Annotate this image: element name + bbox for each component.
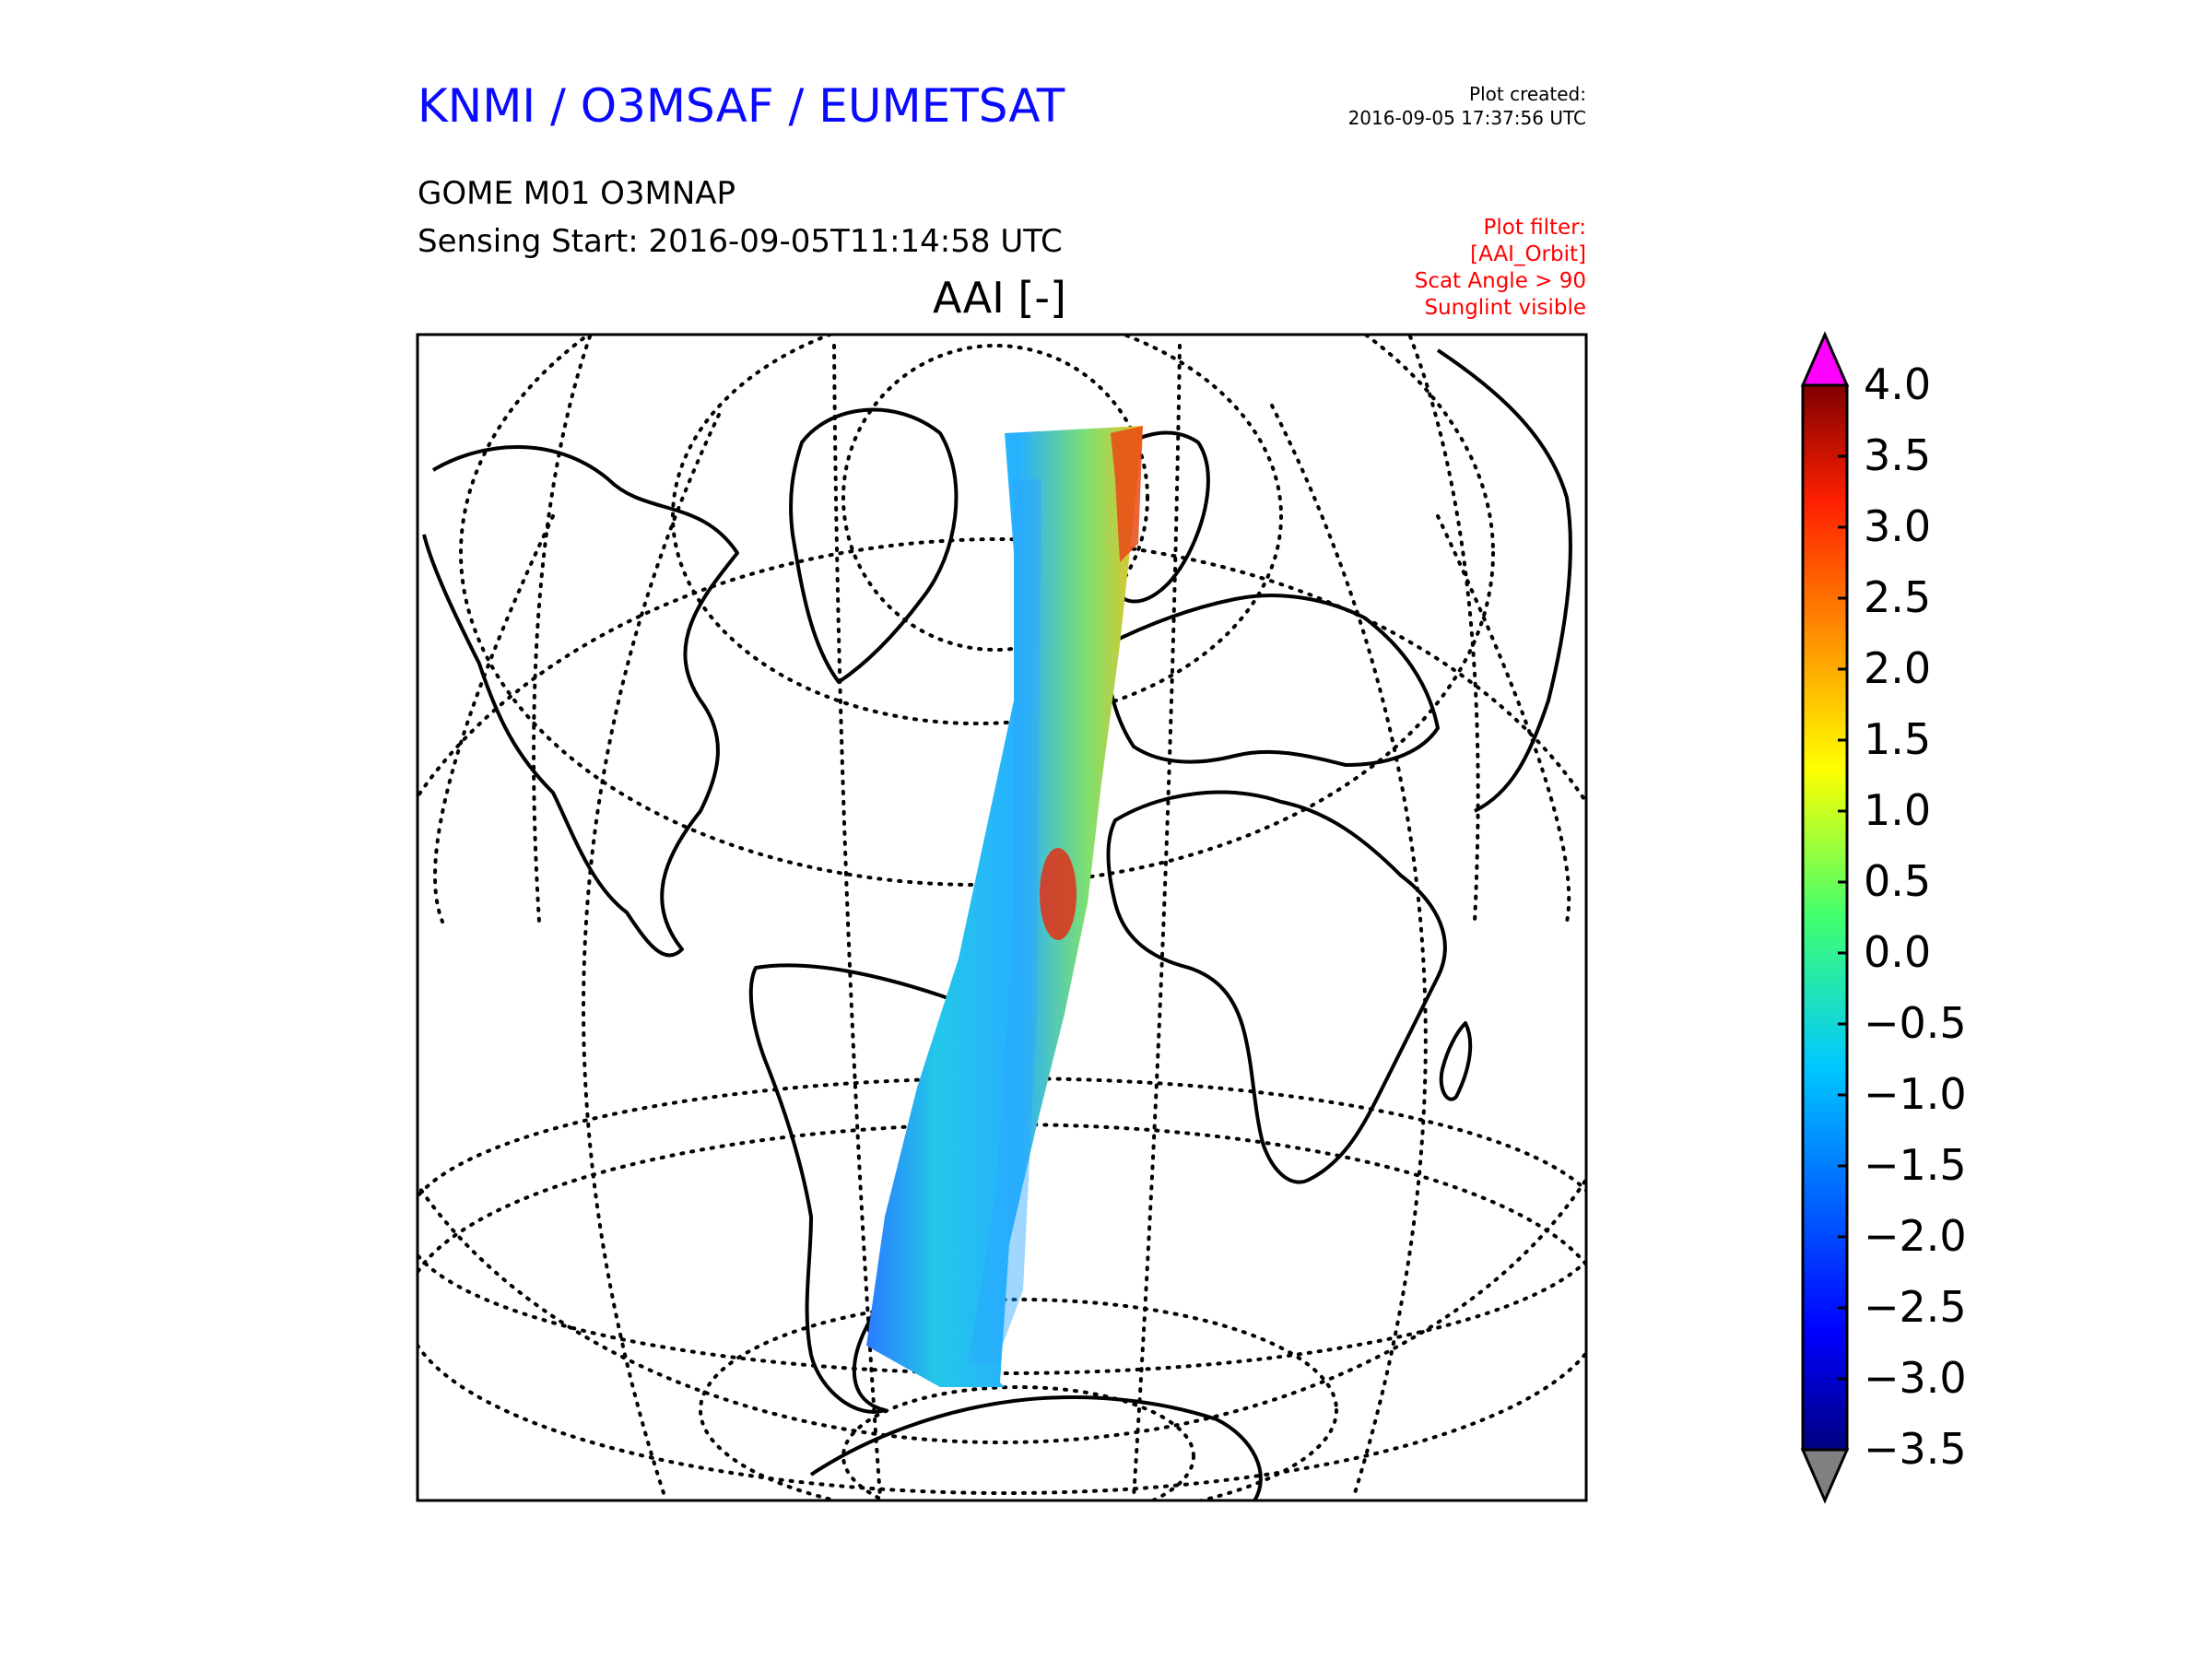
plot-created-time: 2016-09-05 17:37:56 UTC	[1347, 107, 1586, 129]
north-america-coast	[422, 445, 739, 958]
colorbar-tick-label: 0.0	[1864, 927, 1932, 977]
colorbar-tick-label: −1.0	[1864, 1069, 1967, 1119]
map-frame	[416, 333, 1588, 1502]
colorbar-over-arrow	[1800, 331, 1850, 387]
colorbar-tick-label: −1.5	[1864, 1140, 1967, 1190]
colorbar-tick-label: 4.0	[1864, 359, 1932, 409]
colorbar	[1800, 331, 1850, 1504]
europe-coast	[1104, 594, 1440, 767]
colorbar-tick-label: 1.0	[1864, 785, 1932, 835]
plot-filter-line: [AAI_Orbit]	[1470, 242, 1586, 266]
colorbar-tick-label: −2.0	[1864, 1211, 1967, 1261]
plot-created-label: Plot created:	[1469, 83, 1586, 105]
colorbar-tick-label: −3.5	[1864, 1424, 1967, 1474]
madagascar-coast	[1439, 1021, 1473, 1101]
plot-filter-line: Sunglint visible	[1424, 296, 1586, 320]
antarctica-coast	[809, 1395, 1263, 1500]
africa-coast	[1106, 790, 1447, 1184]
map-title: AAI [-]	[933, 273, 1066, 323]
plot-filter-line: Plot filter:	[1483, 216, 1586, 240]
sensing-start-label: Sensing Start: 2016-09-05T11:14:58 UTC	[418, 223, 1063, 260]
colorbar-under-arrow	[1800, 1448, 1850, 1504]
colorbar-tick-label: −3.0	[1864, 1353, 1967, 1403]
colorbar-tick-label: 0.5	[1864, 856, 1932, 906]
organization-title: KNMI / O3MSAF / EUMETSAT	[418, 79, 1065, 133]
graticule	[418, 335, 1586, 1500]
plot-filter-line: Scat Angle > 90	[1414, 269, 1586, 293]
colorbar-tick-label: 3.0	[1864, 501, 1932, 551]
colorbar-tick-label: 2.0	[1864, 643, 1932, 693]
colorbar-tick-label: −0.5	[1864, 998, 1967, 1048]
aai-swath	[866, 426, 1143, 1387]
colorbar-tick-label: 1.5	[1864, 714, 1932, 764]
product-label: GOME M01 O3MNAP	[418, 175, 736, 212]
colorbar-ticks	[1838, 383, 1847, 1452]
colorbar-tick-label: 3.5	[1864, 430, 1932, 480]
colorbar-tick-label: 2.5	[1864, 572, 1932, 622]
greenland-coast	[789, 407, 959, 684]
asia-coast	[1436, 348, 1572, 813]
colorbar-gradient	[1801, 383, 1849, 1452]
colorbar-tick-label: −2.5	[1864, 1282, 1967, 1332]
